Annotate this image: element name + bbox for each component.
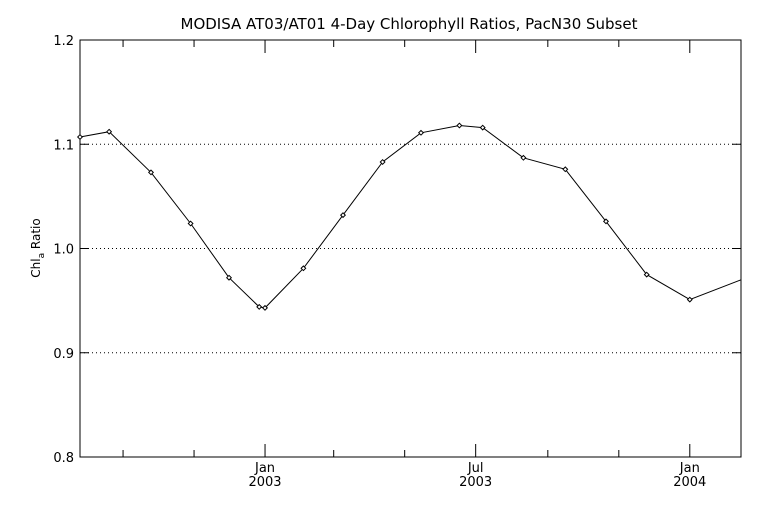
data-point [562,166,569,173]
grid-lines [80,143,741,354]
data-point [686,296,693,303]
y-axis-label: Chla Ratio [29,218,47,277]
series-ratio [76,122,742,311]
data-point [225,274,233,281]
data-point [261,304,269,311]
x-tick-label-month: Jul [467,461,484,476]
data-point [417,129,425,136]
data-point [379,158,386,166]
y-tick-label: 0.9 [53,347,74,362]
data-point [256,303,263,310]
y-axis-label-rest: Ratio [29,218,43,253]
y-tick-label: 0.8 [53,451,74,466]
y-axis-label-main: Chl [29,258,43,277]
y-tick-label: 1.2 [53,34,74,49]
data-point [300,265,307,272]
series-line-0 [79,124,742,309]
y-tick-label: 1.1 [53,138,74,153]
chart-title: MODISA AT03/AT01 4-Day Chlorophyll Ratio… [181,15,638,33]
data-point [602,218,610,225]
axis-ticks [80,39,741,458]
x-tick-label-month: Jan [679,461,700,476]
data-point [479,124,486,131]
data-point [106,128,113,135]
x-tick-label-year: 2003 [459,475,492,490]
data-point [520,154,527,161]
data-point [643,271,650,278]
data-point [456,122,463,129]
data-point [76,133,84,141]
y-axis-label-subscript: a [37,253,47,259]
data-point [187,220,194,227]
y-tick-labels: 0.8 0.9 1.0 1.1 1.2 [53,34,74,466]
data-point [147,169,155,176]
x-tick-label-month: Jan [254,461,275,476]
x-tick-label-year: 2004 [673,475,706,490]
plot-frame [79,39,742,458]
y-tick-label: 1.0 [53,243,74,258]
data-point [339,212,347,219]
x-tick-label-year: 2003 [248,475,281,490]
